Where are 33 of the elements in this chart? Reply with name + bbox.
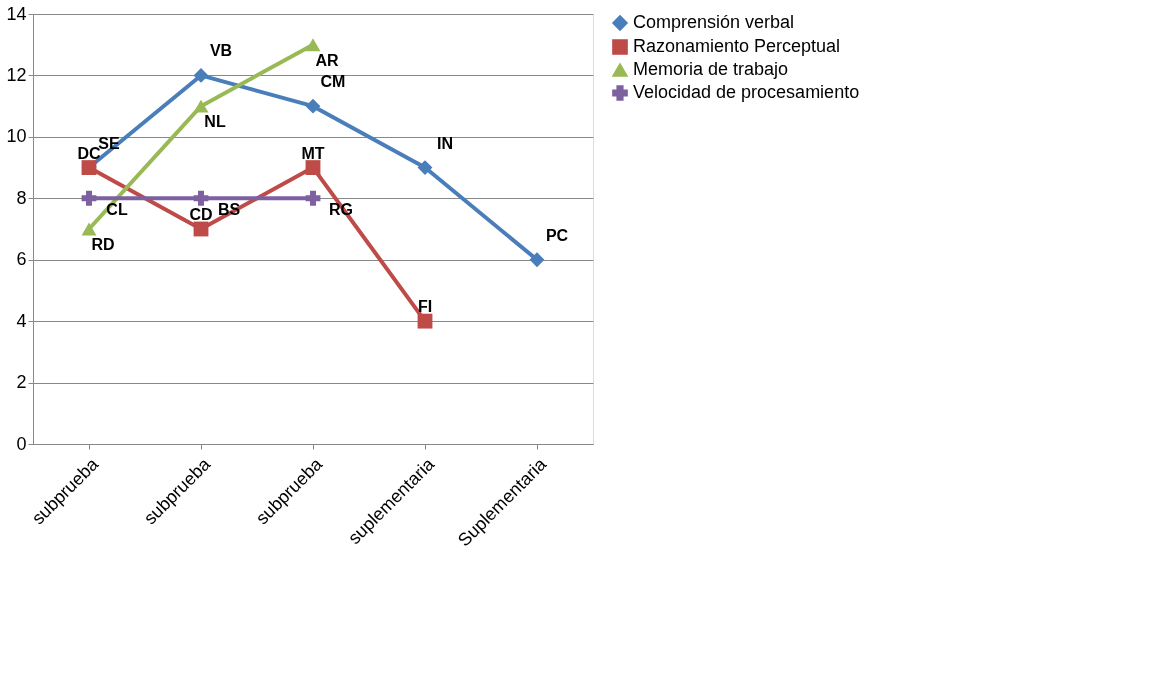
data-label: AR [315, 51, 339, 69]
data-label: MT [301, 144, 325, 162]
data-label: RD [91, 236, 115, 253]
point [81, 190, 97, 206]
data-label: FI [417, 298, 433, 316]
legend-label: Razonamiento Perceptual [633, 36, 841, 56]
data-label: CL [106, 201, 128, 219]
point [529, 252, 545, 268]
data-label: IN [437, 134, 453, 152]
y-tick-label: 12 [6, 64, 27, 85]
point [193, 99, 209, 113]
point [305, 38, 321, 52]
point [193, 190, 209, 206]
data-label: CD [189, 206, 213, 223]
data-label: CM [320, 73, 346, 91]
point [305, 98, 321, 114]
data-label: PC [545, 226, 569, 244]
legend-label: Velocidad de procesamiento [633, 82, 860, 102]
point [417, 313, 433, 329]
y-tick-label: 0 [16, 433, 27, 454]
legend-label: Comprensión verbal [633, 12, 795, 32]
y-tick-label: 4 [16, 310, 27, 331]
point [81, 222, 97, 236]
data-label: NL [204, 113, 226, 131]
y-tick-label: 2 [16, 372, 27, 393]
data-label: VB [209, 42, 233, 60]
y-tick-label: 10 [6, 126, 27, 147]
y-tick-label: 8 [16, 187, 27, 208]
point [305, 190, 321, 206]
y-tick-label: 14 [6, 3, 27, 24]
legend-label: Memoria de trabajo [633, 59, 789, 79]
y-tick-label: 6 [16, 249, 27, 270]
point [305, 160, 321, 175]
